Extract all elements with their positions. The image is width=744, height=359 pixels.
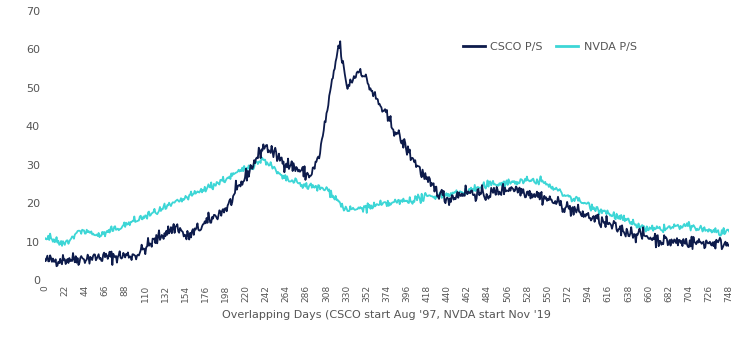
NVDA P/S xyxy=(446,191,455,195)
CSCO P/S xyxy=(40,257,49,261)
X-axis label: Overlapping Days (CSCO start Aug '97, NVDA start Nov '19: Overlapping Days (CSCO start Aug '97, NV… xyxy=(222,311,551,321)
CSCO P/S xyxy=(52,264,61,269)
NVDA P/S xyxy=(469,189,478,193)
CSCO P/S xyxy=(202,216,211,220)
Line: NVDA P/S: NVDA P/S xyxy=(45,158,729,246)
CSCO P/S xyxy=(336,39,344,43)
CSCO P/S xyxy=(461,183,470,187)
NVDA P/S xyxy=(725,229,734,234)
NVDA P/S xyxy=(202,187,211,191)
CSCO P/S xyxy=(446,200,455,204)
NVDA P/S xyxy=(676,227,684,232)
NVDA P/S xyxy=(257,155,266,160)
CSCO P/S xyxy=(676,238,684,242)
NVDA P/S xyxy=(461,186,470,190)
Line: CSCO P/S: CSCO P/S xyxy=(45,41,729,266)
NVDA P/S xyxy=(57,244,66,248)
NVDA P/S xyxy=(40,237,49,241)
CSCO P/S xyxy=(469,193,478,197)
CSCO P/S xyxy=(644,235,652,239)
Legend: CSCO P/S, NVDA P/S: CSCO P/S, NVDA P/S xyxy=(458,38,641,57)
NVDA P/S xyxy=(644,228,652,232)
CSCO P/S xyxy=(725,243,734,248)
